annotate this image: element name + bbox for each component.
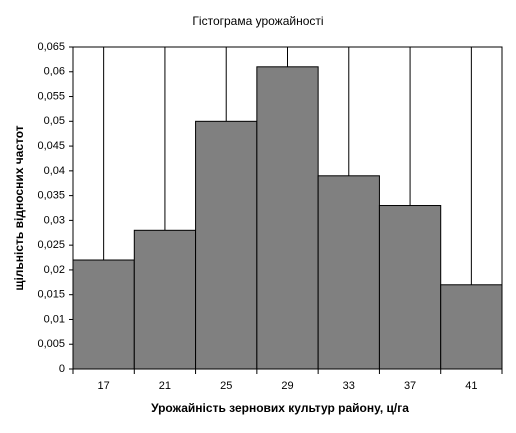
x-tick-label: 41 [465,380,477,392]
y-tick-label: 0,025 [37,239,65,251]
y-tick-label: 0,02 [44,264,65,276]
y-tick-label: 0,06 [44,66,65,78]
chart-title: Гістограма урожайності [192,14,323,28]
y-tick-label: 0,015 [37,289,65,301]
bar [72,259,135,370]
bar [440,284,503,370]
x-tick-label: 25 [220,380,232,392]
y-tick-label: 0,045 [37,140,65,152]
x-tick-label: 37 [404,380,416,392]
bar [256,66,319,370]
bar [133,229,197,370]
y-tick-label: 0,01 [44,313,65,325]
x-axis-title: Урожайність зернових культур району, ц/г… [151,401,409,415]
x-tick-label: 29 [281,380,293,392]
bar [195,120,258,370]
y-tick-label: 0 [59,363,65,375]
y-tick-label: 0,04 [44,165,65,177]
x-tick-label: 17 [98,380,110,392]
x-tick-label: 33 [343,380,355,392]
y-tick-label: 0,05 [44,115,65,127]
bar [317,175,380,370]
x-tick-label: 21 [159,380,171,392]
y-tick-label: 0,035 [37,190,65,202]
y-tick-label: 0,005 [37,338,65,350]
y-tick-label: 0,055 [37,90,65,102]
y-tick-label: 0,03 [44,214,65,226]
bar [378,205,442,370]
y-axis-title: щільність відносних частот [12,125,26,290]
y-tick-label: 0,065 [37,41,65,53]
